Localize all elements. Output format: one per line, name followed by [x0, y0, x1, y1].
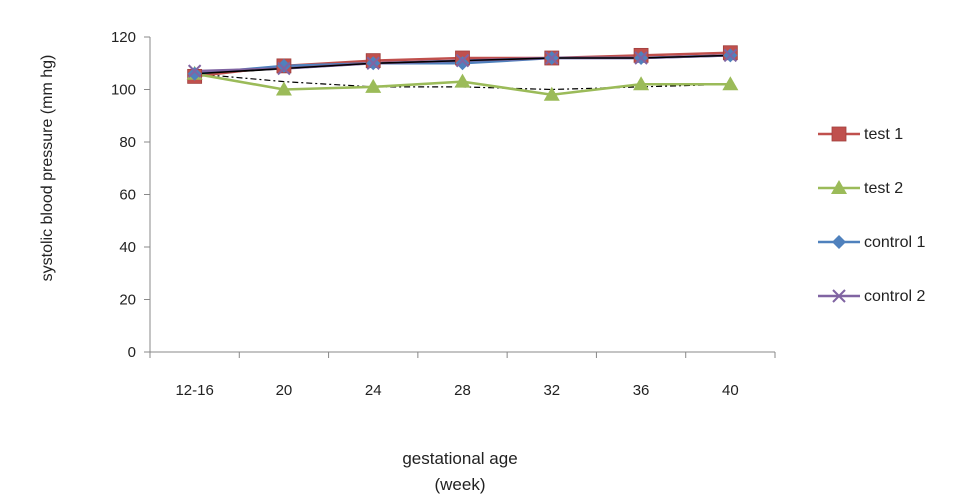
- marker-stroke: [187, 64, 202, 78]
- legend-label: test 2: [864, 180, 903, 197]
- series-2-marker: [543, 86, 560, 101]
- series-4-marker: [187, 64, 202, 78]
- y-tick-label: 0: [128, 344, 136, 361]
- marker-stroke: [832, 289, 846, 303]
- series-3-marker: [187, 66, 202, 81]
- series-3-marker: [455, 56, 470, 71]
- series-4-marker: [723, 48, 738, 63]
- y-tick-label: 100: [111, 82, 136, 99]
- legend-marker: [832, 235, 846, 249]
- y-tick-label: 20: [119, 292, 136, 309]
- axes: 0 20 40 60 80 100 120 12-16 20 24 28 32 36 40: [111, 29, 776, 399]
- marker-stroke: [277, 61, 291, 76]
- x-tick-label: 12-16: [175, 382, 213, 399]
- series-2-marker: [365, 78, 382, 93]
- x-tick-label: 40: [722, 382, 739, 399]
- series-2-marker: [633, 76, 650, 91]
- x-axis-label-unit: (week): [434, 475, 486, 494]
- legend-marker: [831, 180, 847, 194]
- legend-label: control 1: [864, 234, 925, 251]
- series-4-marker: [277, 61, 291, 76]
- series-2-marker: [275, 81, 292, 96]
- marker-stroke: [634, 51, 648, 65]
- y-tick-label: 40: [119, 239, 136, 256]
- series-2-marker: [454, 73, 471, 88]
- x-tick-label: 24: [365, 382, 382, 399]
- legend-marker: [831, 126, 847, 142]
- line-chart: 0 20 40 60 80 100 120 12-16 20 24 28 32 36 40 systoli…: [39, 29, 925, 399]
- series-4-marker: [545, 51, 559, 65]
- marker-stroke: [455, 53, 470, 68]
- y-tick-label: 80: [119, 134, 136, 151]
- x-axis-label: gestational age: [402, 449, 518, 468]
- x-tick-label: 28: [454, 382, 471, 399]
- series-2-marker: [722, 76, 739, 91]
- legend-label: control 2: [864, 288, 925, 305]
- legend-marker: [832, 289, 846, 303]
- x-tick-label: 20: [276, 382, 293, 399]
- series-4-marker: [455, 53, 470, 68]
- marker-stroke: [723, 48, 738, 63]
- series-3-marker: [276, 58, 291, 73]
- series-4-marker: [634, 51, 648, 65]
- y-axis-label: systolic blood pressure (mm hg): [39, 55, 56, 282]
- plot-markers: [186, 45, 739, 101]
- legend-label: test 1: [864, 126, 903, 143]
- x-tick-label: 36: [633, 382, 650, 399]
- y-axis-label-group: systolic blood pressure (mm hg): [39, 55, 56, 282]
- y-tick-label: 60: [119, 187, 136, 204]
- legend: test 1 test 2 control 1 control 2: [818, 126, 925, 305]
- x-tick-label: 32: [543, 382, 560, 399]
- series-4-marker: [366, 56, 380, 70]
- marker-stroke: [545, 51, 559, 65]
- marker-stroke: [366, 56, 380, 70]
- y-tick-label: 120: [111, 29, 136, 46]
